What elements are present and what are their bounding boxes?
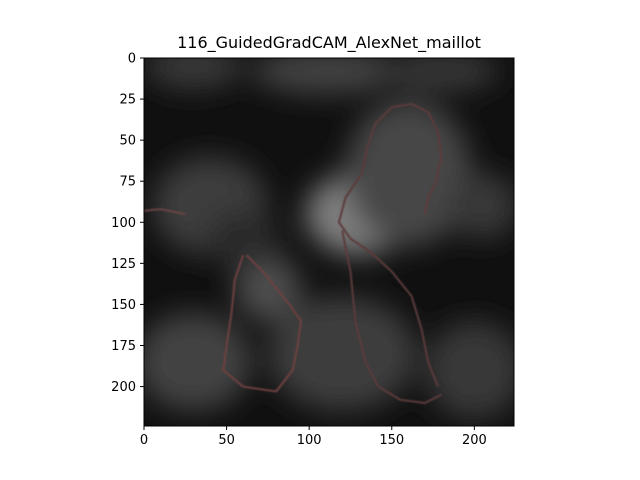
heatmap-region [446,173,514,239]
heatmap-region [206,209,280,269]
saliency-contours [144,103,443,404]
heatmap-region [144,58,244,90]
y-tick-label: 150 [111,298,136,313]
y-tick-label: 50 [119,134,136,149]
left-edge-line [144,208,186,216]
heatmap-region [234,255,301,321]
y-tick-label: 200 [111,380,136,395]
y-tick-label: 100 [111,216,136,231]
x-tick-label: 200 [462,433,487,448]
y-axis: 0 25 50 75 100 125 150 175 200 [111,52,144,395]
heatmap-regions [144,58,514,420]
left-arm-outline [222,254,302,393]
y-tick-label: 125 [111,257,136,272]
y-tick-label: 75 [119,175,136,190]
x-tick-label: 150 [379,433,404,448]
heatmap-region [424,320,514,420]
y-tick-label: 25 [119,93,136,108]
x-axis: 0 50 100 150 200 [140,426,487,448]
figure-torso-outline [337,172,439,387]
y-tick-label: 0 [128,52,136,67]
heatmap-region [251,58,401,95]
heatmap-region [383,58,500,91]
plot-frame [143,57,515,427]
chart-title: 116_GuidedGradCAM_AlexNet_maillot [177,33,481,53]
x-tick-label: 0 [140,433,148,448]
heatmap-region [267,296,417,412]
plot-area [144,58,514,426]
figure-legs-outline [341,230,442,404]
figure-head-outline [361,103,443,215]
x-tick-label: 100 [297,433,322,448]
y-tick-label: 175 [111,339,136,354]
heatmap-region [144,312,252,412]
x-tick-label: 50 [218,433,235,448]
heatmap-region [345,99,472,247]
